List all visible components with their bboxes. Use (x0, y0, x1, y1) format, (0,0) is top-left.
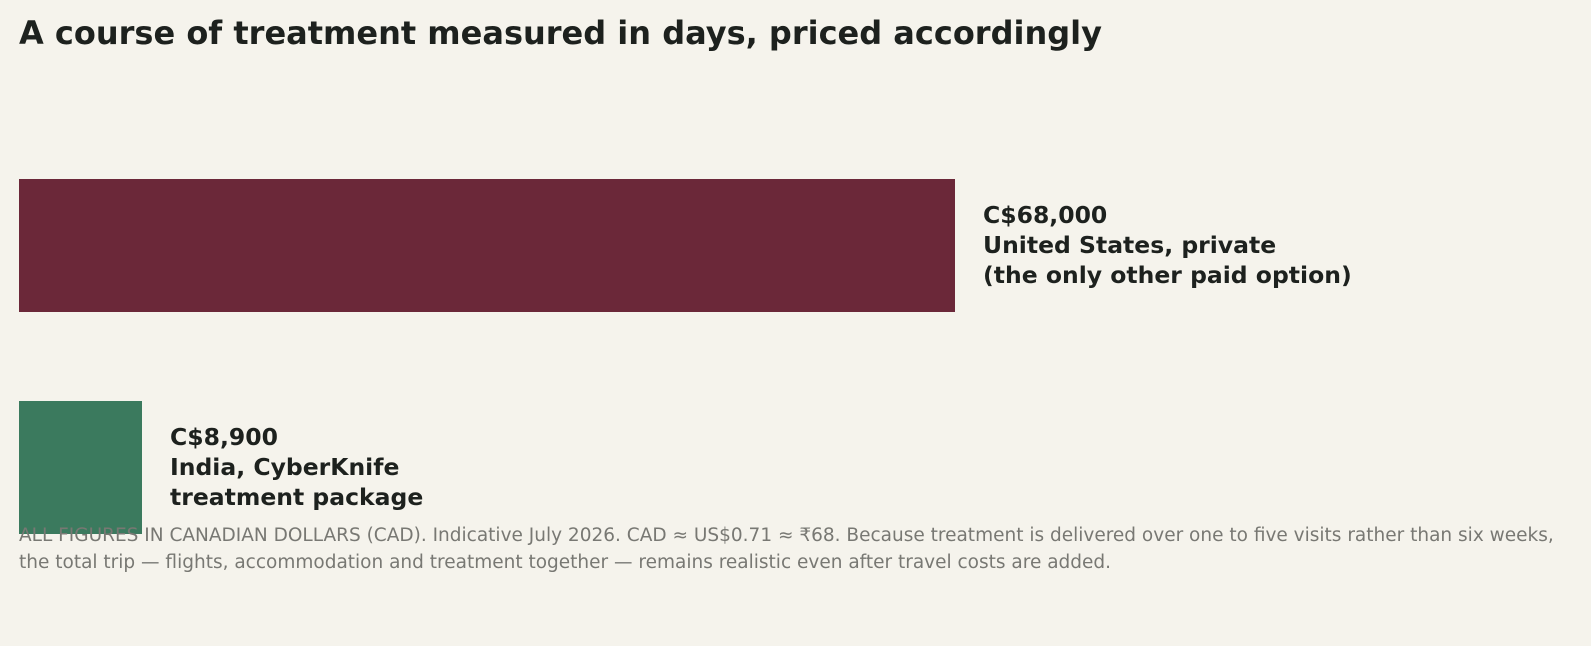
category-label-note: (the only other paid option) (983, 261, 1352, 289)
value-label: C$68,000 (983, 201, 1108, 229)
bar-label-india: C$8,900 India, CyberKnife treatment pack… (170, 422, 423, 512)
bar-united-states (19, 179, 955, 312)
category-label: India, CyberKnife (170, 453, 400, 481)
category-label: United States, private (983, 231, 1277, 259)
bar-label-united-states: C$68,000 United States, private (the onl… (983, 200, 1352, 290)
bar-india (19, 401, 142, 534)
category-label-line-2: treatment package (170, 483, 424, 511)
chart-title: A course of treatment measured in days, … (19, 14, 1102, 52)
footnote: ALL FIGURES IN CANADIAN DOLLARS (CAD). I… (19, 525, 1554, 573)
value-label: C$8,900 (170, 423, 278, 451)
